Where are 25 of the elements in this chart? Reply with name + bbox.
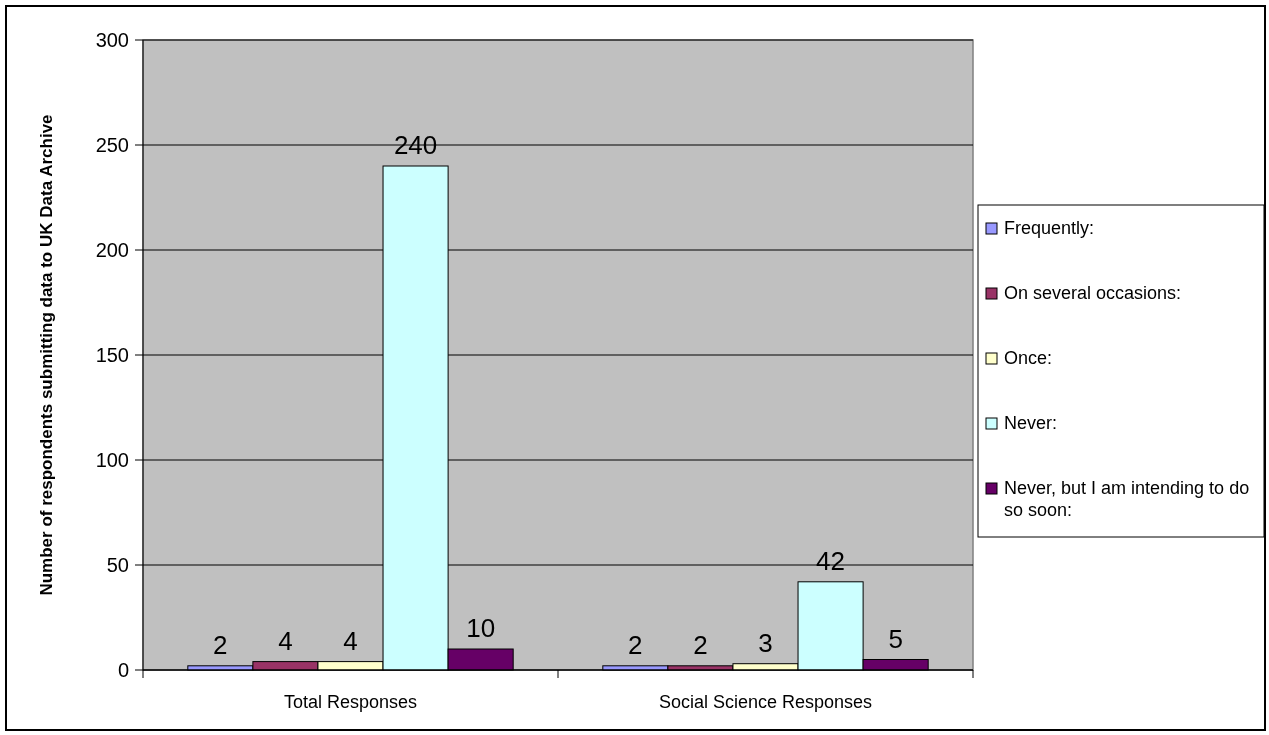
data-label: 2 bbox=[628, 629, 643, 660]
data-label: 10 bbox=[466, 613, 496, 643]
data-label: 240 bbox=[393, 130, 438, 160]
y-tick-label: 250 bbox=[95, 134, 129, 156]
legend-label: Once: bbox=[1004, 348, 1053, 369]
data-label: 2 bbox=[693, 629, 708, 660]
y-tick-label: 0 bbox=[117, 659, 129, 681]
legend-label: Never: bbox=[1004, 413, 1058, 434]
legend-label: Frequently: bbox=[1004, 218, 1095, 239]
y-tick-label: 300 bbox=[95, 29, 129, 51]
y-tick-label: 50 bbox=[106, 554, 129, 576]
y-tick-label: 100 bbox=[95, 449, 129, 471]
y-axis-title: Number of respondents submitting data to UK Data Archive bbox=[37, 114, 56, 596]
data-label: 4 bbox=[343, 625, 358, 656]
y-tick-label: 150 bbox=[95, 344, 129, 366]
data-label: 4 bbox=[278, 625, 293, 656]
data-label: 3 bbox=[758, 627, 773, 658]
data-label: 42 bbox=[816, 545, 846, 576]
y-tick-label: 200 bbox=[95, 239, 129, 261]
legend-label: Never, but I am intending to do so soon: bbox=[1004, 478, 1250, 521]
x-tick-label: Social Science Responses bbox=[658, 692, 873, 712]
data-label: 2 bbox=[213, 629, 228, 660]
x-tick-label: Total Responses bbox=[283, 692, 418, 712]
data-label: 5 bbox=[888, 623, 903, 654]
legend-label: On several occasions: bbox=[1004, 283, 1182, 304]
